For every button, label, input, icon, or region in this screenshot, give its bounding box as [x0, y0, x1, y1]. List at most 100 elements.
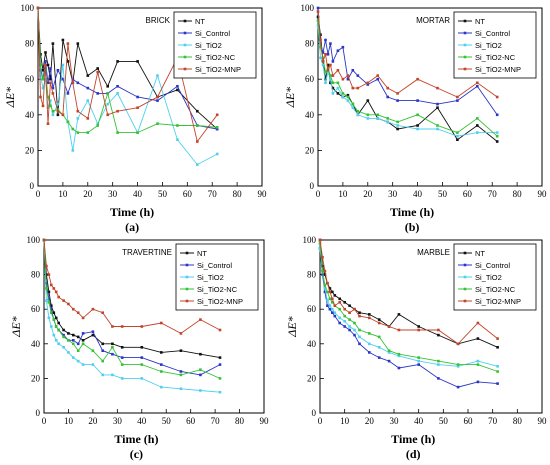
x-tick-label: 30	[388, 189, 398, 199]
data-point	[81, 339, 85, 342]
data-point	[331, 297, 334, 301]
data-point	[76, 335, 80, 339]
data-point	[41, 86, 45, 90]
data-point	[57, 295, 60, 299]
x-tick-label: 50	[439, 416, 449, 426]
panel-label: (b)	[405, 220, 420, 234]
data-point	[81, 332, 85, 335]
x-tick-label: 70	[208, 189, 218, 199]
data-point	[456, 363, 460, 366]
data-point	[331, 290, 334, 294]
y-tick-label: 100	[301, 3, 315, 13]
x-tick-label: 50	[438, 189, 448, 199]
legend-marker	[185, 299, 189, 303]
data-point	[456, 95, 459, 99]
data-point	[346, 74, 350, 77]
data-point	[57, 321, 60, 325]
data-point	[336, 86, 340, 90]
data-point	[346, 77, 350, 81]
data-point	[62, 335, 65, 339]
data-point	[96, 124, 99, 127]
data-point	[331, 74, 335, 77]
data-point	[341, 45, 345, 49]
data-point	[476, 363, 480, 366]
legend-label: Si_TiO2-MNP	[197, 297, 243, 306]
data-point	[333, 314, 337, 318]
data-point	[106, 85, 109, 88]
series-si-tio2-mnp	[316, 10, 499, 99]
x-tick-label: 40	[133, 189, 143, 199]
data-point	[386, 120, 389, 124]
x-tick-label: 80	[235, 416, 245, 426]
data-point	[50, 311, 53, 314]
data-point	[329, 42, 332, 45]
data-point	[328, 287, 332, 290]
data-point	[495, 95, 499, 99]
data-point	[46, 122, 50, 125]
legend-label: Si_Control	[195, 29, 230, 38]
data-point	[333, 304, 337, 307]
data-point	[56, 109, 60, 113]
data-point	[329, 77, 332, 81]
series-si-tio2-mnp	[42, 238, 222, 335]
y-tick-label: 80	[31, 270, 41, 280]
data-point	[333, 311, 337, 314]
data-point	[416, 77, 419, 81]
y-tick-label: 20	[307, 373, 317, 383]
data-point	[140, 346, 144, 349]
y-tick-label: 40	[25, 110, 35, 120]
data-point	[386, 95, 389, 99]
data-point	[368, 351, 371, 354]
data-point	[416, 113, 419, 117]
data-point	[179, 349, 183, 352]
data-point	[66, 120, 70, 124]
data-point	[111, 342, 114, 346]
data-point	[326, 70, 330, 74]
data-point	[61, 113, 65, 117]
data-point	[72, 339, 75, 342]
legend-marker	[463, 251, 467, 255]
data-point	[179, 387, 183, 391]
data-point	[321, 60, 325, 63]
data-point	[348, 328, 351, 332]
data-point	[91, 333, 95, 337]
x-tick-label: 40	[137, 416, 147, 426]
data-point	[111, 352, 114, 356]
data-point	[368, 313, 371, 316]
legend-label: NT	[197, 249, 207, 258]
data-point	[57, 342, 60, 346]
series-si-tio2-nc	[316, 19, 499, 138]
data-point	[66, 60, 70, 63]
data-point	[47, 273, 51, 276]
data-point	[199, 368, 202, 371]
data-point	[49, 99, 52, 102]
data-point	[51, 42, 55, 45]
data-point	[160, 321, 163, 325]
data-point	[368, 316, 371, 320]
data-point	[376, 117, 379, 120]
data-point	[377, 356, 381, 359]
panel-mortar: 0 10 20 30 40 50 60 70 80 90 0 20 40 60 80 100 Time (h) Δ…	[283, 3, 547, 234]
data-point	[476, 321, 480, 325]
y-tick-label: 20	[31, 373, 41, 383]
data-point	[51, 113, 55, 117]
series-si-tio2-nc	[42, 238, 222, 380]
data-point	[456, 365, 460, 368]
data-point	[324, 38, 327, 42]
data-point	[324, 53, 327, 56]
data-point	[199, 389, 202, 392]
data-point	[476, 124, 479, 127]
data-point	[436, 124, 439, 127]
panel-label: (c)	[130, 447, 143, 461]
data-point	[318, 238, 322, 242]
data-point	[343, 307, 346, 311]
x-tick-label: 70	[488, 416, 498, 426]
legend-label: Si_TiO2-MNP	[195, 65, 241, 74]
data-point	[96, 70, 99, 74]
data-point	[436, 86, 439, 90]
data-point	[52, 287, 56, 290]
data-point	[47, 301, 51, 304]
data-point	[42, 238, 46, 242]
data-point	[47, 316, 51, 320]
